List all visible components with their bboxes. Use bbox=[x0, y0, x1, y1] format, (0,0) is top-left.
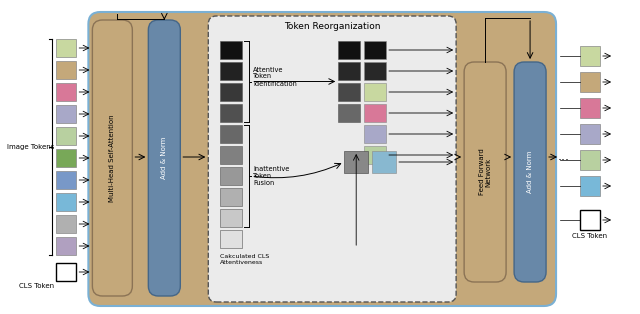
Bar bbox=[220, 230, 243, 248]
Text: Inattentive
Token
Fusion: Inattentive Token Fusion bbox=[253, 166, 290, 186]
Bar bbox=[220, 83, 243, 101]
Bar bbox=[364, 125, 386, 143]
Bar bbox=[220, 41, 243, 59]
Text: ...: ... bbox=[558, 150, 570, 164]
FancyBboxPatch shape bbox=[148, 20, 180, 296]
Text: Image Tokens: Image Tokens bbox=[7, 144, 54, 150]
Bar bbox=[56, 215, 76, 233]
Bar bbox=[56, 83, 76, 101]
Bar bbox=[56, 171, 76, 189]
Bar bbox=[580, 98, 600, 118]
Bar bbox=[56, 127, 76, 145]
Bar bbox=[580, 210, 600, 230]
FancyBboxPatch shape bbox=[464, 62, 506, 282]
Bar bbox=[580, 124, 600, 144]
Bar bbox=[580, 46, 600, 66]
Bar bbox=[56, 39, 76, 57]
Bar bbox=[220, 188, 243, 206]
Bar bbox=[220, 104, 243, 122]
Bar bbox=[344, 151, 368, 173]
Bar bbox=[56, 263, 76, 281]
Bar bbox=[580, 72, 600, 92]
Bar bbox=[364, 62, 386, 80]
Bar bbox=[56, 237, 76, 255]
FancyBboxPatch shape bbox=[208, 16, 456, 302]
Bar bbox=[56, 105, 76, 123]
Text: Add & Norm: Add & Norm bbox=[527, 151, 533, 193]
Bar bbox=[220, 125, 243, 143]
Bar bbox=[338, 41, 360, 59]
Text: CLS Token: CLS Token bbox=[19, 283, 54, 289]
Bar bbox=[338, 83, 360, 101]
FancyBboxPatch shape bbox=[92, 20, 132, 296]
Bar bbox=[220, 209, 243, 227]
FancyBboxPatch shape bbox=[88, 12, 556, 306]
Bar bbox=[56, 193, 76, 211]
Bar bbox=[56, 61, 76, 79]
Text: Token Reorganization: Token Reorganization bbox=[284, 22, 380, 31]
Text: Attentive
Token
Identification: Attentive Token Identification bbox=[253, 67, 297, 86]
Bar bbox=[220, 62, 243, 80]
Text: Add & Norm: Add & Norm bbox=[161, 137, 167, 179]
Text: Feed Forward
Network: Feed Forward Network bbox=[479, 149, 492, 195]
Bar bbox=[338, 104, 360, 122]
Bar bbox=[372, 151, 396, 173]
Bar bbox=[364, 41, 386, 59]
Text: CLS Token: CLS Token bbox=[572, 233, 607, 239]
Bar bbox=[580, 150, 600, 170]
Bar bbox=[220, 167, 243, 185]
Bar bbox=[580, 176, 600, 196]
Bar bbox=[364, 83, 386, 101]
Bar bbox=[220, 146, 243, 164]
Bar bbox=[364, 104, 386, 122]
Text: Multi-Head Self-Attention: Multi-Head Self-Attention bbox=[109, 114, 115, 202]
Bar bbox=[56, 149, 76, 167]
FancyBboxPatch shape bbox=[514, 62, 546, 282]
Text: Cakculated CLS
Attentiveness: Cakculated CLS Attentiveness bbox=[220, 254, 269, 265]
Bar bbox=[364, 146, 386, 164]
Bar bbox=[338, 62, 360, 80]
